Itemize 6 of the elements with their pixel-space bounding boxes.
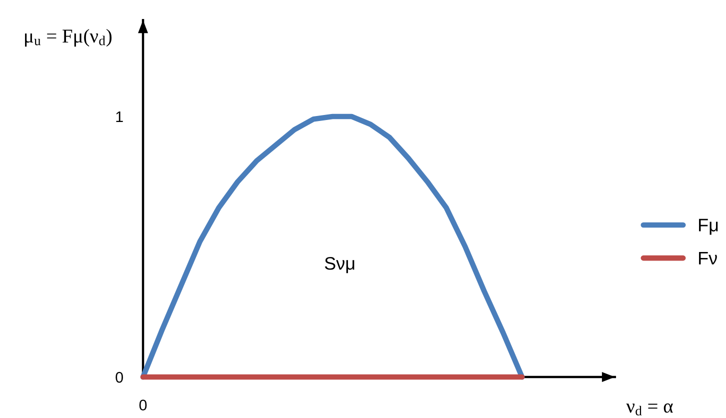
x-axis-title: ν$_{d}$ = α	[626, 403, 673, 416]
legend-label: Fμ	[699, 218, 718, 235]
annotation: Sνμ	[324, 257, 354, 274]
y-tick-label: 1	[116, 112, 123, 122]
y-axis-title: μ$_{u}$ = Fμ(ν$_{d}$)	[25, 28, 112, 47]
legend-label: Fν	[699, 252, 717, 264]
